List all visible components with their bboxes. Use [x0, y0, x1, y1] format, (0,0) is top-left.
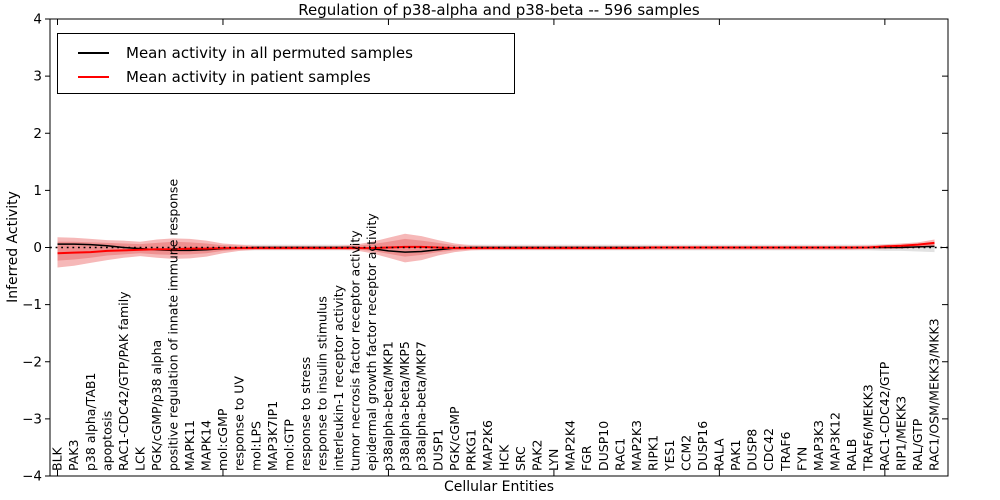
- x-tick-label: DUSP10: [596, 421, 611, 471]
- x-tick-label: TRAF6/MEKK3: [861, 384, 876, 472]
- x-tick-label: p38alpha-beta/MKP7: [414, 341, 429, 471]
- x-tick-label: DUSP1: [430, 429, 445, 471]
- band-patient-samples-band-outer: [57, 233, 935, 268]
- x-tick-label: PGK/cGMP: [447, 406, 462, 471]
- x-tick-label: PRKG1: [463, 429, 478, 471]
- x-tick-label: MAP3K3: [811, 420, 826, 471]
- x-tick-label: mol:LPS: [248, 421, 263, 471]
- x-tick-label: MAP3K7IP1: [265, 401, 280, 471]
- x-tick-label: DUSP8: [745, 429, 760, 471]
- x-tick-label: CCM2: [678, 435, 693, 471]
- legend: Mean activity in all permuted samples Me…: [57, 33, 515, 94]
- legend-label-patient: Mean activity in patient samples: [126, 68, 371, 86]
- band-patient-samples-band-inner: [57, 238, 935, 261]
- x-tick-label: RIP1/MEKK3: [894, 396, 909, 471]
- x-tick-label: YES1: [662, 440, 677, 472]
- y-tick-label: 2: [33, 126, 42, 142]
- x-tick-label: PGK/cGMP/p38 alpha: [149, 340, 164, 471]
- x-tick-label: RALB: [844, 439, 859, 471]
- x-tick-label: mol:cGMP: [215, 408, 230, 471]
- x-tick-label: MAP2K3: [629, 420, 644, 471]
- x-tick-label: DUSP16: [695, 421, 710, 471]
- x-tick-label: PAK2: [530, 440, 545, 471]
- x-tick-label: LYN: [546, 449, 561, 471]
- x-axis-label: Cellular Entities: [443, 479, 555, 495]
- x-tick-label: HCK: [496, 444, 511, 471]
- legend-item-permuted: Mean activity in all permuted samples: [58, 41, 514, 65]
- x-tick-label: MAP2K6: [480, 420, 495, 471]
- x-tick-label: MAPK11: [182, 420, 197, 471]
- x-tick-label: MAP3K12: [827, 412, 842, 471]
- x-tick-label: MAPK14: [199, 420, 214, 471]
- x-tick-label: MAP2K4: [563, 420, 578, 471]
- x-tick-label: interleukin-1 receptor activity: [331, 284, 346, 471]
- legend-line-permuted-icon: [78, 52, 109, 54]
- x-tick-label: tumor necrosis factor receptor activity: [348, 230, 363, 471]
- chart-title: Regulation of p38-alpha and p38-beta -- …: [298, 1, 700, 19]
- x-tick-label: response to UV: [232, 376, 247, 471]
- x-tick-label: positive regulation of innate immune res…: [166, 179, 181, 471]
- x-tick-label: p38 alpha/TAB1: [83, 373, 98, 471]
- y-axis-label: Inferred Activity: [5, 191, 21, 303]
- x-tick-label: LCK: [132, 446, 147, 471]
- x-tick-label: RALA: [712, 438, 727, 471]
- y-tick-label: −3: [22, 411, 42, 427]
- x-tick-label: p38alpha-beta/MKP1: [381, 341, 396, 471]
- x-tick-label: SRC: [513, 446, 528, 471]
- x-tick-label: RAC1-CDC42/GTP: [877, 361, 892, 471]
- x-tick-labels: BLK PAK3 p38 alpha/TAB1 apoptosis RAC1-CDC42…: [50, 179, 942, 472]
- x-tick-label: response to stress: [298, 357, 313, 471]
- x-tick-label: TRAF6: [778, 431, 793, 472]
- x-tick-label: BLK: [50, 446, 65, 471]
- x-tick-label: epidermal growth factor receptor activit…: [364, 213, 379, 471]
- x-tick-label: RAC1: [612, 438, 627, 471]
- x-tick-label: CDC42: [761, 428, 776, 471]
- x-tick-label: FGR: [579, 445, 594, 471]
- x-tick-label: RIPK1: [645, 435, 660, 471]
- x-tick-label: RAC1/OSM/MEKK3/MKK3: [927, 318, 942, 471]
- y-axis: 4 3 2 1 0 −1 −2 −3 −4: [22, 12, 948, 485]
- y-tick-label: 4: [33, 12, 42, 28]
- y-tick-label: −2: [22, 354, 42, 370]
- x-tick-label: RAL/GTP: [910, 418, 925, 471]
- legend-item-patient: Mean activity in patient samples: [58, 65, 514, 89]
- y-tick-label: 0: [33, 240, 42, 256]
- line-patient-mean: [57, 241, 935, 255]
- x-tick-label: response to insulin stimulus: [314, 296, 329, 471]
- x-tick-label: RAC1-CDC42/GTP/PAK family: [116, 291, 131, 471]
- legend-label-permuted: Mean activity in all permuted samples: [126, 44, 413, 62]
- x-tick-label: apoptosis: [99, 411, 114, 471]
- y-tick-label: −1: [22, 297, 42, 313]
- x-axis: [57, 19, 886, 476]
- y-tick-label: −4: [22, 469, 42, 485]
- x-tick-label: PAK1: [728, 440, 743, 471]
- x-tick-label: p38alpha-beta/MKP5: [397, 341, 412, 471]
- y-tick-label: 1: [33, 183, 42, 199]
- x-tick-label: PAK3: [66, 440, 81, 471]
- x-tick-label: FYN: [794, 447, 809, 471]
- legend-line-patient-icon: [78, 76, 109, 78]
- x-tick-label: mol:GTP: [281, 419, 296, 471]
- y-tick-label: 3: [33, 69, 42, 85]
